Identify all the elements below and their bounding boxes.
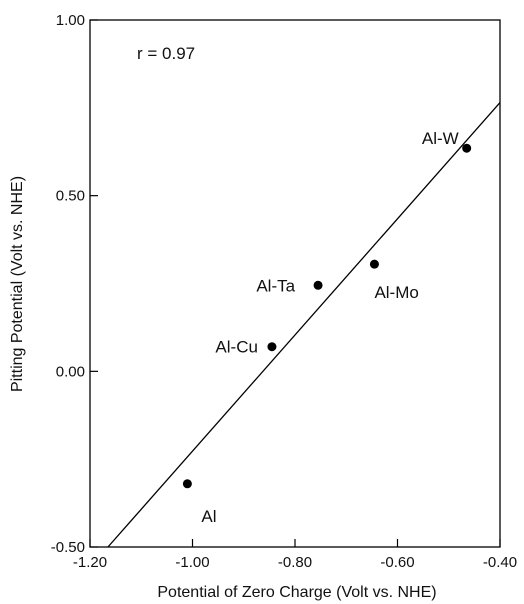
- fit-line-group: [107, 102, 501, 548]
- fit-line: [107, 102, 501, 548]
- y-axis-title: Pitting Potential (Volt vs. NHE): [9, 176, 26, 392]
- data-point: [267, 342, 277, 352]
- data-point-label: Al: [201, 507, 216, 526]
- data-point-label: Al-Mo: [374, 283, 418, 302]
- y-tick-label: 0.00: [56, 363, 85, 380]
- y-tick-label: 1.00: [56, 12, 85, 29]
- data-point-label: Al-Cu: [215, 338, 258, 357]
- data-point: [182, 479, 192, 489]
- x-tick-label: -1.20: [73, 554, 107, 571]
- x-axis-title: Potential of Zero Charge (Volt vs. NHE): [157, 584, 436, 601]
- y-tick-label: 0.50: [56, 188, 85, 205]
- data-point-label: Al-Ta: [256, 276, 295, 295]
- x-tick-label: -0.40: [483, 554, 517, 571]
- correlation-annotation: r = 0.97: [137, 44, 195, 63]
- x-tick-label: -0.80: [278, 554, 312, 571]
- data-point: [462, 143, 472, 153]
- data-points: Al Al-Cu Al-Ta Al-Mo Al-W: [182, 129, 472, 526]
- x-tick-label: -1.00: [175, 554, 209, 571]
- data-point: [369, 259, 379, 269]
- y-tick-label: -0.50: [51, 539, 85, 556]
- y-axis-ticks: -0.50 0.00 0.50 1.00: [51, 12, 98, 556]
- data-point: [313, 280, 323, 290]
- x-axis-ticks: -1.20 -1.00 -0.80 -0.60 -0.40: [73, 539, 517, 571]
- x-tick-label: -0.60: [380, 554, 414, 571]
- data-point-label: Al-W: [422, 129, 459, 148]
